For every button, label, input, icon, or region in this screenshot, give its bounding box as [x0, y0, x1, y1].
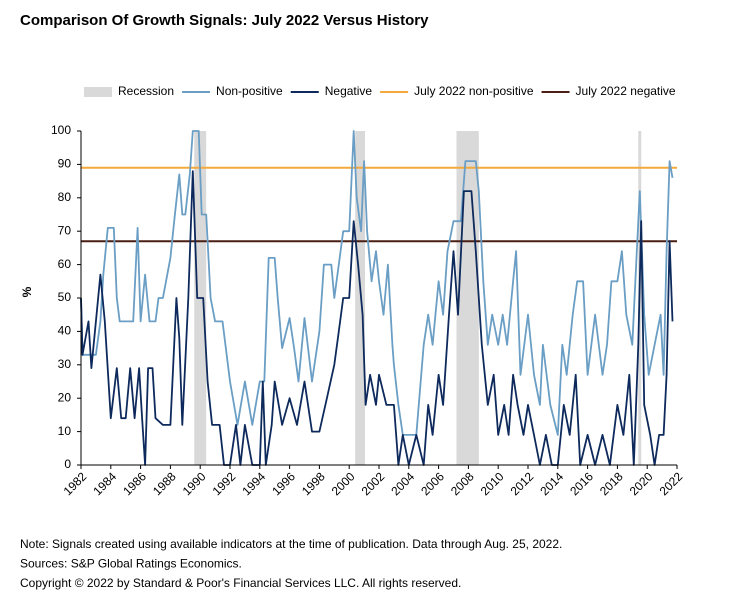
- legend-label: July 2022 non-positive: [414, 84, 534, 98]
- x-tick-label: 1984: [90, 469, 119, 498]
- legend-label: Negative: [325, 84, 373, 98]
- x-tick-label: 1986: [120, 469, 149, 498]
- x-tick-label: 2012: [508, 469, 537, 498]
- chart-title: Comparison Of Growth Signals: July 2022 …: [20, 12, 429, 29]
- legend-label: Recession: [118, 84, 174, 98]
- recession-band: [456, 131, 479, 465]
- x-tick-label: 2004: [388, 469, 417, 498]
- legend-label: Non-positive: [216, 84, 283, 98]
- y-tick-label: 50: [58, 290, 72, 304]
- y-axis-label: %: [20, 286, 34, 297]
- y-tick-label: 20: [58, 390, 72, 404]
- y-tick-label: 30: [58, 357, 72, 371]
- x-tick-label: 2022: [657, 469, 686, 498]
- x-tick-label: 2006: [418, 469, 447, 498]
- legend-label: July 2022 negative: [576, 84, 676, 98]
- y-tick-label: 100: [51, 123, 71, 137]
- x-tick-label: 2000: [329, 469, 358, 498]
- y-tick-label: 10: [58, 424, 72, 438]
- x-tick-label: 1996: [269, 469, 298, 498]
- y-tick-label: 70: [58, 223, 72, 237]
- recession-band: [355, 131, 365, 465]
- y-tick-label: 60: [58, 257, 72, 271]
- y-tick-label: 90: [58, 157, 72, 171]
- x-tick-label: 2010: [478, 469, 507, 498]
- x-tick-label: 1988: [150, 469, 179, 498]
- x-tick-label: 1982: [61, 469, 90, 498]
- y-tick-label: 0: [64, 457, 71, 471]
- x-tick-label: 1994: [239, 469, 268, 498]
- x-tick-label: 2014: [537, 469, 566, 498]
- footnote: Copyright © 2022 by Standard & Poor's Fi…: [20, 576, 461, 590]
- x-tick-label: 1992: [210, 469, 239, 498]
- y-tick-label: 40: [58, 324, 72, 338]
- x-tick-label: 2002: [359, 469, 388, 498]
- x-tick-label: 1990: [180, 469, 209, 498]
- footnote: Sources: S&P Global Ratings Economics.: [20, 557, 242, 571]
- y-tick-label: 80: [58, 190, 72, 204]
- legend-swatch: [84, 87, 112, 97]
- series-line: [80, 130, 674, 436]
- series-line: [80, 170, 674, 466]
- x-tick-label: 2020: [627, 469, 656, 498]
- x-tick-label: 1998: [299, 469, 328, 498]
- x-tick-label: 2016: [567, 469, 596, 498]
- footnote: Note: Signals created using available in…: [20, 537, 562, 551]
- x-tick-label: 2018: [597, 469, 626, 498]
- x-tick-label: 2008: [448, 469, 477, 498]
